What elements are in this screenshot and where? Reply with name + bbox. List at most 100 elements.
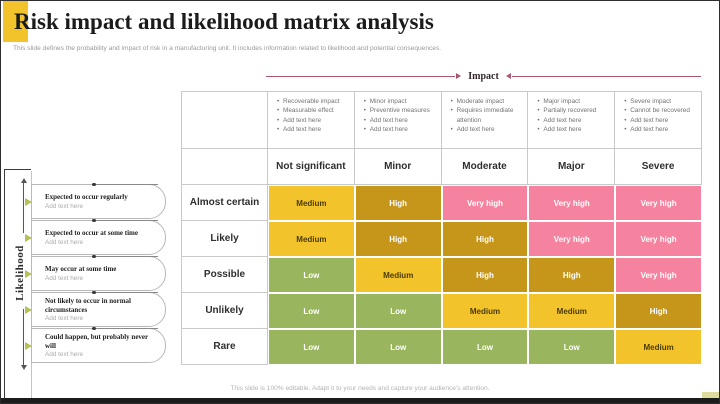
impact-bullet: Moderate impact: [451, 97, 505, 107]
impact-description-cell: Minor impactPreventive measuresAdd text …: [354, 92, 442, 149]
likelihood-axis-line-top: [23, 183, 24, 233]
impact-bullet: Minor impact: [364, 97, 407, 107]
likelihood-item: Expected to occur regularly Add text here: [25, 182, 166, 219]
risk-level-cell: High: [441, 257, 529, 293]
impact-bullet: Add text here: [624, 116, 668, 126]
likelihood-item-title: Expected to occur regularly: [45, 193, 128, 202]
impact-axis-line-right: [511, 75, 701, 77]
matrix-corner-cell: [182, 92, 268, 149]
impact-axis-arrow-right-icon: [505, 73, 511, 79]
likelihood-row-header: Almost certain: [182, 185, 268, 221]
impact-axis-arrow-left-icon: [456, 73, 462, 79]
slide-footer-note: This slide is 100% editable. Adapt it to…: [230, 385, 490, 392]
impact-bullet: Add text here: [364, 116, 408, 126]
impact-bullet: Add text here: [537, 125, 581, 135]
likelihood-item-title: Could happen, but probably never will: [45, 333, 149, 350]
risk-level-cell: High: [615, 293, 702, 329]
impact-bullet: Preventive measures: [364, 106, 430, 116]
green-arrow-icon: [25, 269, 32, 278]
risk-level-cell: Very high: [528, 221, 616, 257]
likelihood-row-header: Unlikely: [182, 293, 268, 329]
likelihood-axis-arrow-down-icon: [20, 365, 27, 370]
likelihood-item-placeholder: Add text here: [45, 350, 84, 358]
likelihood-axis-line-bottom: [23, 309, 24, 365]
impact-bullet: Cannot be recovered: [624, 106, 690, 116]
impact-bullet: Add text here: [451, 125, 495, 135]
risk-level-cell: Medium: [528, 293, 616, 329]
likelihood-item: May occur at some time Add text here: [25, 254, 166, 291]
impact-bullet: Add text here: [537, 116, 581, 126]
likelihood-item-title: Expected to occur at some time: [45, 229, 138, 238]
likelihood-item-list: Expected to occur regularly Add text here…: [25, 182, 167, 364]
likelihood-row-header: Likely: [182, 221, 268, 257]
impact-axis-label: Impact: [468, 70, 499, 82]
likelihood-row-header: Rare: [182, 329, 268, 365]
corner-accent-box: [702, 392, 719, 400]
impact-bullet: Major impact: [537, 97, 580, 107]
pill-connector-line: [92, 218, 158, 222]
likelihood-bracket-horizontal-line: [4, 169, 31, 170]
pill-connector-line: [92, 326, 158, 330]
risk-level-cell: Medium: [354, 257, 442, 293]
likelihood-item-placeholder: Add text here: [45, 274, 84, 282]
risk-level-cell: High: [354, 221, 442, 257]
pill-connector-line: [92, 254, 158, 258]
likelihood-axis-arrow-up-icon: [20, 178, 27, 183]
risk-level-cell: Low: [441, 329, 529, 365]
likelihood-bracket-vertical-line: [4, 169, 5, 398]
impact-column-header: Major: [528, 149, 616, 185]
impact-column-header: Not significant: [268, 149, 355, 185]
impact-bullet: Severe impact: [624, 97, 671, 107]
likelihood-item: Not likely to occur in normal circumstan…: [25, 290, 166, 327]
pill-connector-line: [92, 182, 158, 186]
risk-level-cell: Very high: [615, 257, 702, 293]
likelihood-item-title: May occur at some time: [45, 265, 117, 274]
impact-axis-line-left: [266, 75, 456, 77]
risk-level-cell: Medium: [615, 329, 702, 365]
impact-column-header: Moderate: [441, 149, 529, 185]
impact-axis: Impact: [266, 70, 701, 82]
risk-level-cell: Very high: [615, 221, 702, 257]
impact-bullet: Add text here: [277, 125, 321, 135]
green-arrow-icon: [25, 233, 32, 242]
likelihood-item-placeholder: Add text here: [45, 314, 84, 322]
impact-bullet: Add text here: [624, 125, 668, 135]
risk-level-cell: High: [354, 185, 442, 221]
risk-level-cell: Low: [354, 293, 442, 329]
likelihood-item: Expected to occur at some time Add text h…: [25, 218, 166, 255]
slide-subtitle: This slide defines the probability and i…: [13, 45, 442, 52]
impact-bullet: Measurable effect: [277, 106, 334, 116]
risk-level-cell: High: [441, 221, 529, 257]
risk-level-cell: Medium: [268, 185, 355, 221]
likelihood-item-placeholder: Add text here: [45, 238, 84, 246]
bottom-black-bar: [1, 398, 719, 403]
risk-level-cell: Low: [268, 293, 355, 329]
risk-level-cell: Very high: [528, 185, 616, 221]
impact-column-header: Minor: [354, 149, 442, 185]
risk-level-cell: Medium: [268, 221, 355, 257]
impact-bullet: Requires immediate attention: [451, 106, 525, 125]
matrix-corner-cell: [182, 149, 268, 185]
impact-bullet: Recoverable impact: [277, 97, 339, 107]
likelihood-row-header: Possible: [182, 257, 268, 293]
risk-matrix-table: Recoverable impactMeasurable effectAdd t…: [181, 91, 702, 365]
risk-level-cell: Very high: [615, 185, 702, 221]
impact-description-cell: Moderate impactRequires immediate attent…: [441, 92, 529, 149]
risk-level-cell: Low: [528, 329, 616, 365]
impact-description-cell: Major impactPartially recoveredAdd text …: [528, 92, 616, 149]
risk-level-cell: Medium: [441, 293, 529, 329]
impact-bullet: Add text here: [364, 125, 408, 135]
risk-level-cell: Low: [268, 257, 355, 293]
risk-level-cell: Low: [268, 329, 355, 365]
likelihood-item-placeholder: Add text here: [45, 202, 84, 210]
likelihood-item: Could happen, but probably never will Add…: [25, 326, 166, 363]
green-arrow-icon: [25, 341, 32, 350]
page-title: Risk impact and likelihood matrix analys…: [14, 9, 434, 34]
risk-level-cell: Very high: [441, 185, 529, 221]
title-accent-square: [3, 1, 28, 42]
impact-bullet: Add text here: [277, 116, 321, 126]
risk-level-cell: High: [528, 257, 616, 293]
green-arrow-icon: [25, 197, 32, 206]
impact-description-cell: Recoverable impactMeasurable effectAdd t…: [268, 92, 355, 149]
